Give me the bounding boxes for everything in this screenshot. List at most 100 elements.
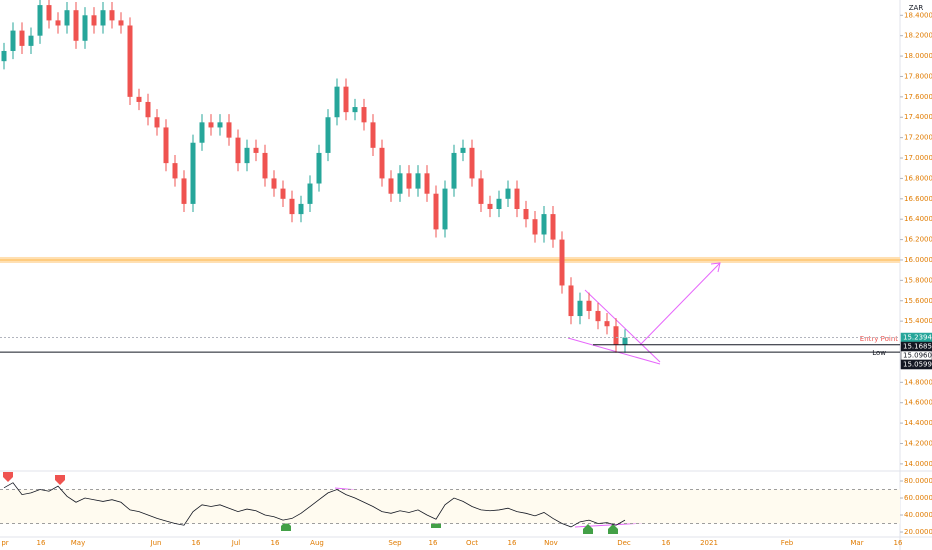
y-tick-label: 14.40000 [904,419,932,427]
candle-body [622,337,628,345]
candle-body [370,122,376,148]
indicator-band [0,489,900,524]
y-tick-label: 17.40000 [904,113,932,121]
x-tick-label: 16 [894,539,903,547]
candle-body [64,10,70,26]
arrow-head [710,262,721,273]
candle-body [82,15,88,41]
candle-body [73,10,79,41]
candle-body [253,147,259,153]
x-tick-label: Nov [544,539,558,547]
y-tick-label: 16.60000 [904,195,932,203]
candle-body [406,173,412,189]
candle-body [595,310,601,322]
candle-body [235,137,241,164]
y-tick-label: 15.40000 [904,317,932,325]
candle-body [46,5,52,21]
candle-body [163,127,169,164]
buy-signal [583,524,593,534]
candle-body [28,35,34,46]
candle-body [271,178,277,189]
price-tag [900,359,932,370]
y-tick-label: 14.60000 [904,399,932,407]
y-tick-label: 18.40000 [904,11,932,19]
x-tick-label: Jun [150,539,162,547]
candle-body [145,101,151,118]
y-tick-label: 18.00000 [904,52,932,60]
x-tick-label: 2021 [700,539,718,547]
candle-body [181,178,187,204]
candle-body [604,321,610,327]
candle-body [388,178,394,194]
candle-body [37,5,43,36]
candle-body [379,147,385,179]
candle-body [109,10,115,21]
candle-body [298,203,304,215]
low-label: Low [872,349,886,357]
candle-body [505,188,511,199]
y-tick-label: 17.60000 [904,93,932,101]
y-tick-label: 15.60000 [904,297,932,305]
candle-body [244,147,250,164]
y-tick-label: 14.80000 [904,378,932,386]
candle-body [217,122,223,128]
indicator-line [3,482,626,528]
y-tick-label: 17.00000 [904,154,932,162]
candle-body [10,30,16,51]
trendline [567,337,661,365]
indicator-tick-label: 40.0000 [904,511,932,519]
candle-body [352,107,358,113]
y-tick-label: 14.00000 [904,460,932,468]
candle-body [118,20,124,26]
price-tag-label: 15.09600 [903,352,932,360]
candle-body [19,30,25,46]
candle-body [550,214,556,240]
candle-body [487,203,493,210]
y-tick-label: 16.00000 [904,256,932,264]
candle-body [415,173,421,189]
y-tick-label: 17.20000 [904,134,932,142]
candle-body [397,173,403,194]
candle-body [127,25,133,97]
candle-body [316,152,322,184]
candle-body [280,188,286,199]
x-tick-label: Oct [466,539,478,547]
currency-label: ZAR [909,4,924,12]
entry-point-label: Entry Point [860,335,898,343]
x-tick-label: May [71,539,85,547]
drawings-under [0,256,900,263]
candle-body [523,209,529,220]
candle-body [424,173,430,194]
price-tag-label: 15.05996 [903,361,932,369]
candle-body [154,117,160,128]
candle-body [478,178,484,204]
y-tick-label: 15.80000 [904,276,932,284]
indicator-tick-label: 20.0000 [904,528,932,536]
candle-body [460,147,466,153]
price-tag-label: 15.23940 [903,334,932,342]
price-tag-label: 15.16854 [903,343,932,351]
candle-body [577,300,583,317]
y-tick-label: 14.20000 [904,439,932,447]
candle-body [541,214,547,235]
signal-markers [3,472,618,534]
candle-body [361,107,367,123]
candle-body [532,219,538,235]
candle-body [325,117,331,153]
y-tick-label: 16.40000 [904,215,932,223]
arrow [639,262,721,346]
y-tick-label: 16.80000 [904,174,932,182]
indicator-tick-label: 80.0000 [904,477,932,485]
candle-body [91,15,97,26]
candle-body [433,193,439,230]
candle-body [1,50,7,62]
x-tick-label: Jul [231,539,241,547]
candle-body [559,239,565,286]
candle-body [307,183,313,204]
candle-body [289,198,295,215]
candle-body [208,122,214,128]
x-tick-label: Dec [617,539,631,547]
candle-body [451,152,457,189]
y-tick-label: 17.80000 [904,72,932,80]
